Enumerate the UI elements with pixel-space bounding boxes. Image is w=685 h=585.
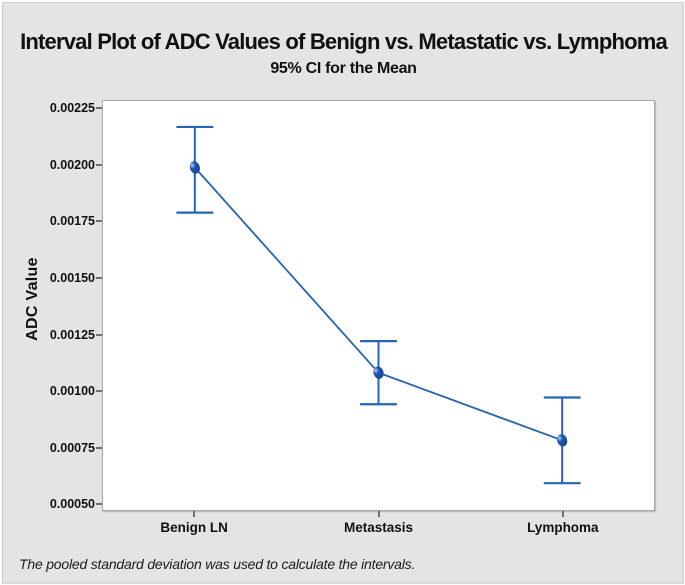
y-tick-mark: [96, 163, 102, 166]
y-tick-mark: [96, 276, 102, 279]
y-tick-label: 0.00100: [49, 384, 95, 399]
y-tick-mark: [96, 220, 102, 223]
y-tick-label: 0.00225: [49, 100, 95, 115]
y-tick-mark: [96, 333, 102, 336]
y-tick-label: 0.00125: [49, 327, 95, 342]
y-tick-label: 0.00150: [49, 270, 95, 285]
y-tick-label: 0.00175: [49, 214, 95, 229]
x-tick-mark: [561, 511, 564, 517]
y-tick-label: 0.00075: [49, 440, 95, 455]
x-tick-label-metastasis: Metastasis: [343, 520, 414, 535]
plot-area: [102, 100, 655, 511]
y-tick-mark: [96, 106, 102, 109]
interval-plot-canvas: [176, 125, 581, 485]
chart-title: Interval Plot of ADC Values of Benign vs…: [20, 29, 668, 54]
x-tick-label-benign-ln: Benign LN: [160, 520, 228, 535]
x-tick-label-lymphoma: Lymphoma: [527, 520, 599, 535]
y-tick-mark: [96, 390, 102, 393]
y-tick-mark: [96, 446, 102, 449]
footnote: The pooled standard deviation was used t…: [19, 556, 416, 572]
x-tick-mark: [193, 511, 196, 517]
y-tick-label: 0.00050: [49, 497, 95, 512]
y-tick-label: 0.00200: [49, 157, 95, 172]
chart-subtitle: 95% CI for the Mean: [270, 60, 417, 77]
x-tick-mark: [377, 511, 380, 517]
mean-marker: [373, 366, 384, 379]
mean-marker: [189, 161, 200, 174]
y-tick-mark: [96, 503, 102, 506]
mean-marker: [557, 434, 568, 447]
